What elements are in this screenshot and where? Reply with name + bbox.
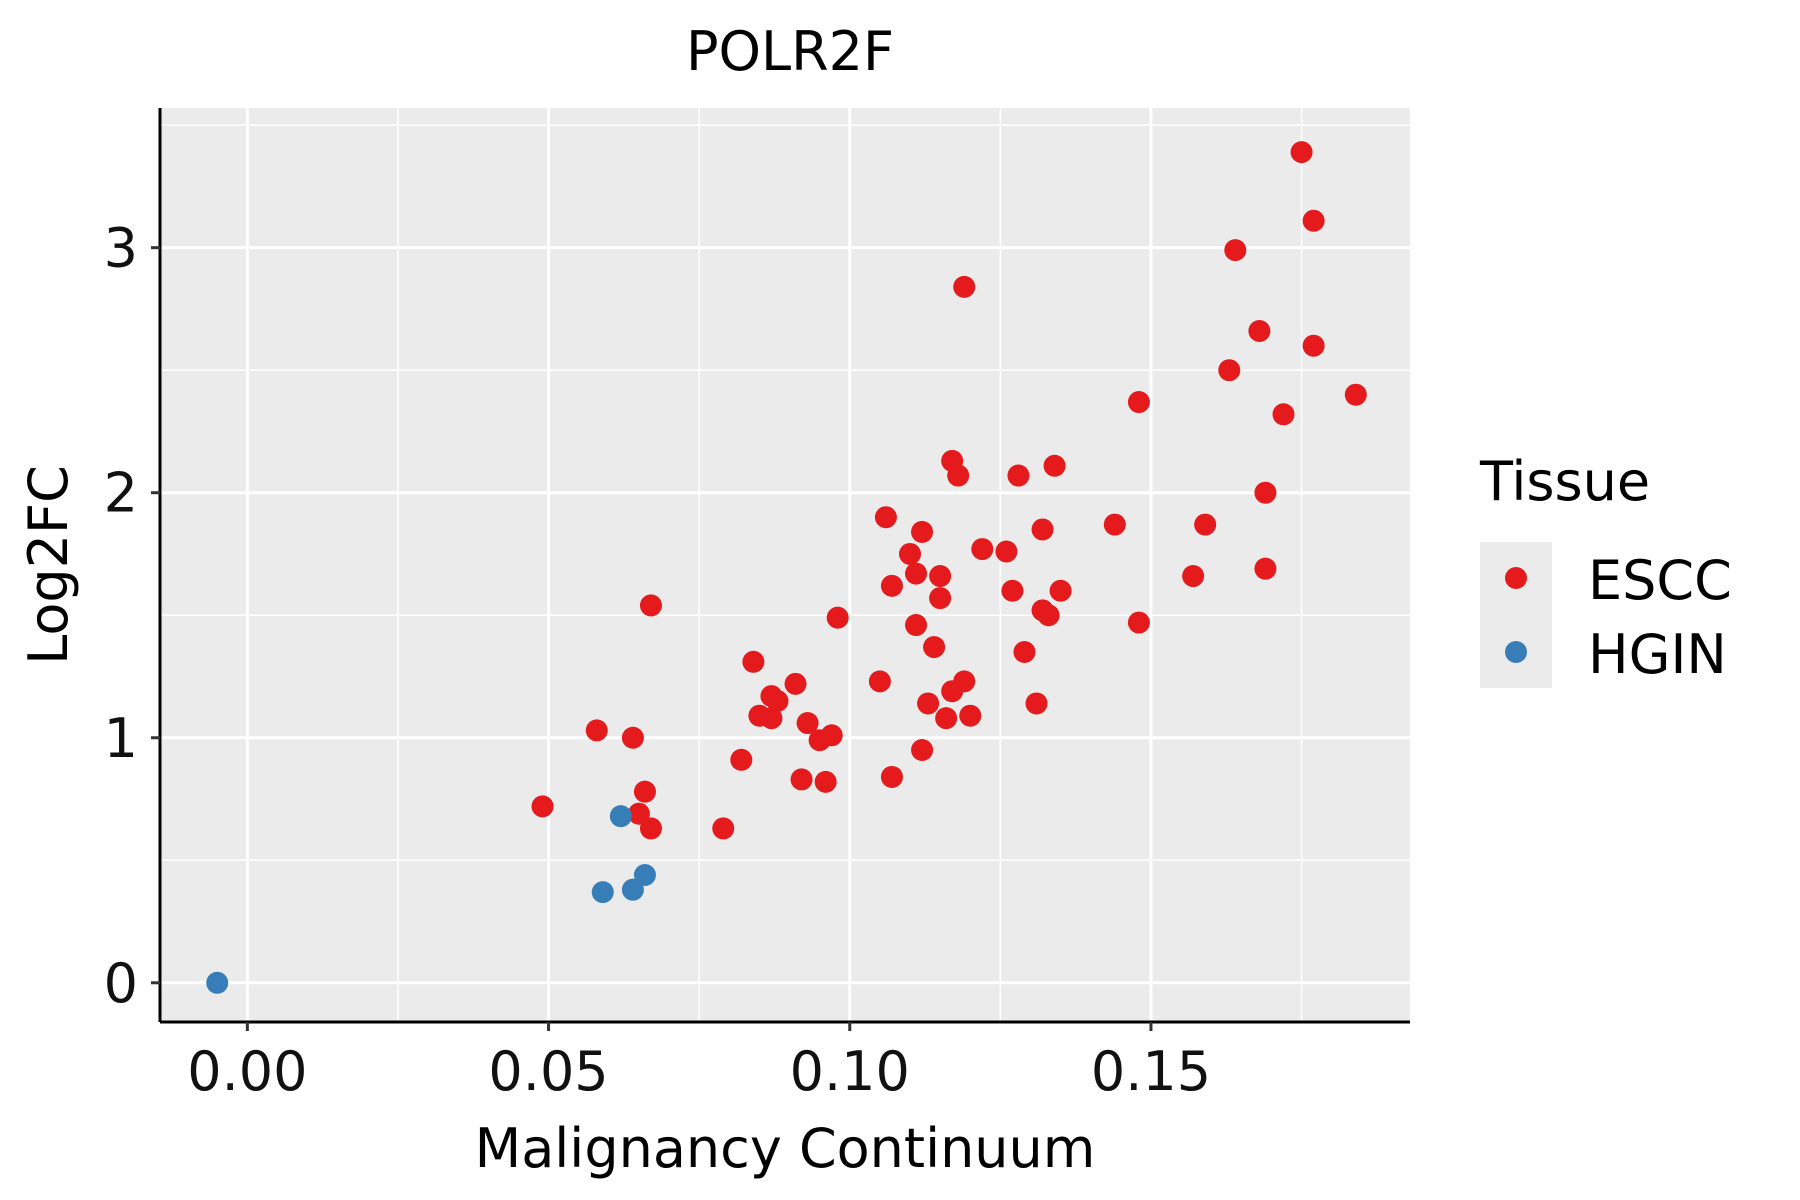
data-point-escc [1127,611,1150,634]
x-axis-ticks: 0.00 0.05 0.10 0.15 [187,1022,1211,1103]
data-point-escc [880,574,903,597]
data-point-hgin [633,863,656,886]
y-tick-label: 2 [104,462,138,525]
data-point-escc [627,802,650,825]
x-axis-title: Malignancy Continuum [475,1117,1096,1180]
data-point-escc [712,817,735,840]
data-points [206,141,1367,994]
data-point-escc [1224,239,1247,262]
data-point-escc [639,817,662,840]
data-point-escc [826,606,849,629]
data-point-escc [820,724,843,747]
data-point-hgin [621,878,644,901]
data-point-escc [1182,565,1205,588]
data-point-escc [880,765,903,788]
data-point-escc [1272,403,1295,426]
legend: Tissue ESCC HGIN [1479,450,1732,688]
data-point-escc [905,562,928,585]
data-point-escc [639,594,662,617]
data-point-escc [531,795,554,818]
legend-marker-hgin [1505,641,1527,663]
y-axis-ticks: 0 1 2 3 [104,217,160,1015]
data-point-escc [1194,513,1217,536]
data-point-escc [796,712,819,735]
data-point-escc [923,636,946,659]
data-point-escc [760,707,783,730]
data-point-escc [784,672,807,695]
data-point-escc [1103,513,1126,536]
data-point-escc [1344,383,1367,406]
data-point-escc [947,464,970,487]
data-point-escc [633,780,656,803]
data-point-escc [911,739,934,762]
minor-gridlines [160,108,1410,1022]
data-point-escc [1049,579,1072,602]
data-point-escc [1254,481,1277,504]
data-point-escc [1302,209,1325,232]
data-point-escc [1302,334,1325,357]
data-point-escc [995,540,1018,563]
y-tick-label: 1 [104,707,138,770]
data-point-hgin [206,971,229,994]
data-point-escc [935,707,958,730]
data-point-escc [1007,464,1030,487]
data-point-escc [766,689,789,712]
data-point-escc [953,275,976,298]
data-point-escc [971,538,994,561]
data-point-escc [911,520,934,543]
data-point-escc [1248,319,1271,342]
data-point-escc [1290,141,1313,164]
data-point-escc [1037,604,1060,627]
y-axis-title: Log2FC [17,465,80,665]
data-point-escc [742,650,765,673]
data-point-escc [585,719,608,742]
data-point-escc [1031,518,1054,541]
plot-panel [160,108,1410,1022]
legend-title: Tissue [1479,450,1650,513]
data-point-escc [959,704,982,727]
y-tick-label: 3 [104,217,138,280]
data-point-escc [730,748,753,771]
data-point-escc [1218,359,1241,382]
data-point-escc [1001,579,1024,602]
data-point-escc [1254,557,1277,580]
chart-title: POLR2F [686,20,894,83]
data-point-escc [621,726,644,749]
data-point-escc [929,565,952,588]
data-point-escc [917,692,940,715]
y-tick-label: 0 [104,952,138,1015]
major-gridlines [160,108,1410,1022]
data-point-escc [953,670,976,693]
legend-label-escc: ESCC [1588,549,1732,612]
x-tick-label: 0.10 [790,1040,910,1103]
x-tick-label: 0.00 [187,1040,307,1103]
legend-marker-escc [1505,567,1527,589]
data-point-escc [874,506,897,529]
data-point-escc [814,770,837,793]
legend-key-background [1480,542,1552,688]
data-point-escc [899,542,921,565]
x-tick-label: 0.15 [1091,1040,1211,1103]
data-point-escc [905,614,928,637]
data-point-escc [1043,454,1066,477]
data-point-escc [1127,391,1150,414]
data-point-escc [1013,640,1036,663]
data-point-escc [868,670,891,693]
data-point-escc [1025,692,1048,715]
data-point-escc [929,587,952,610]
data-point-hgin [609,805,632,828]
data-point-hgin [591,881,614,904]
x-tick-label: 0.05 [488,1040,608,1103]
legend-label-hgin: HGIN [1588,623,1727,686]
data-point-escc [790,768,813,791]
